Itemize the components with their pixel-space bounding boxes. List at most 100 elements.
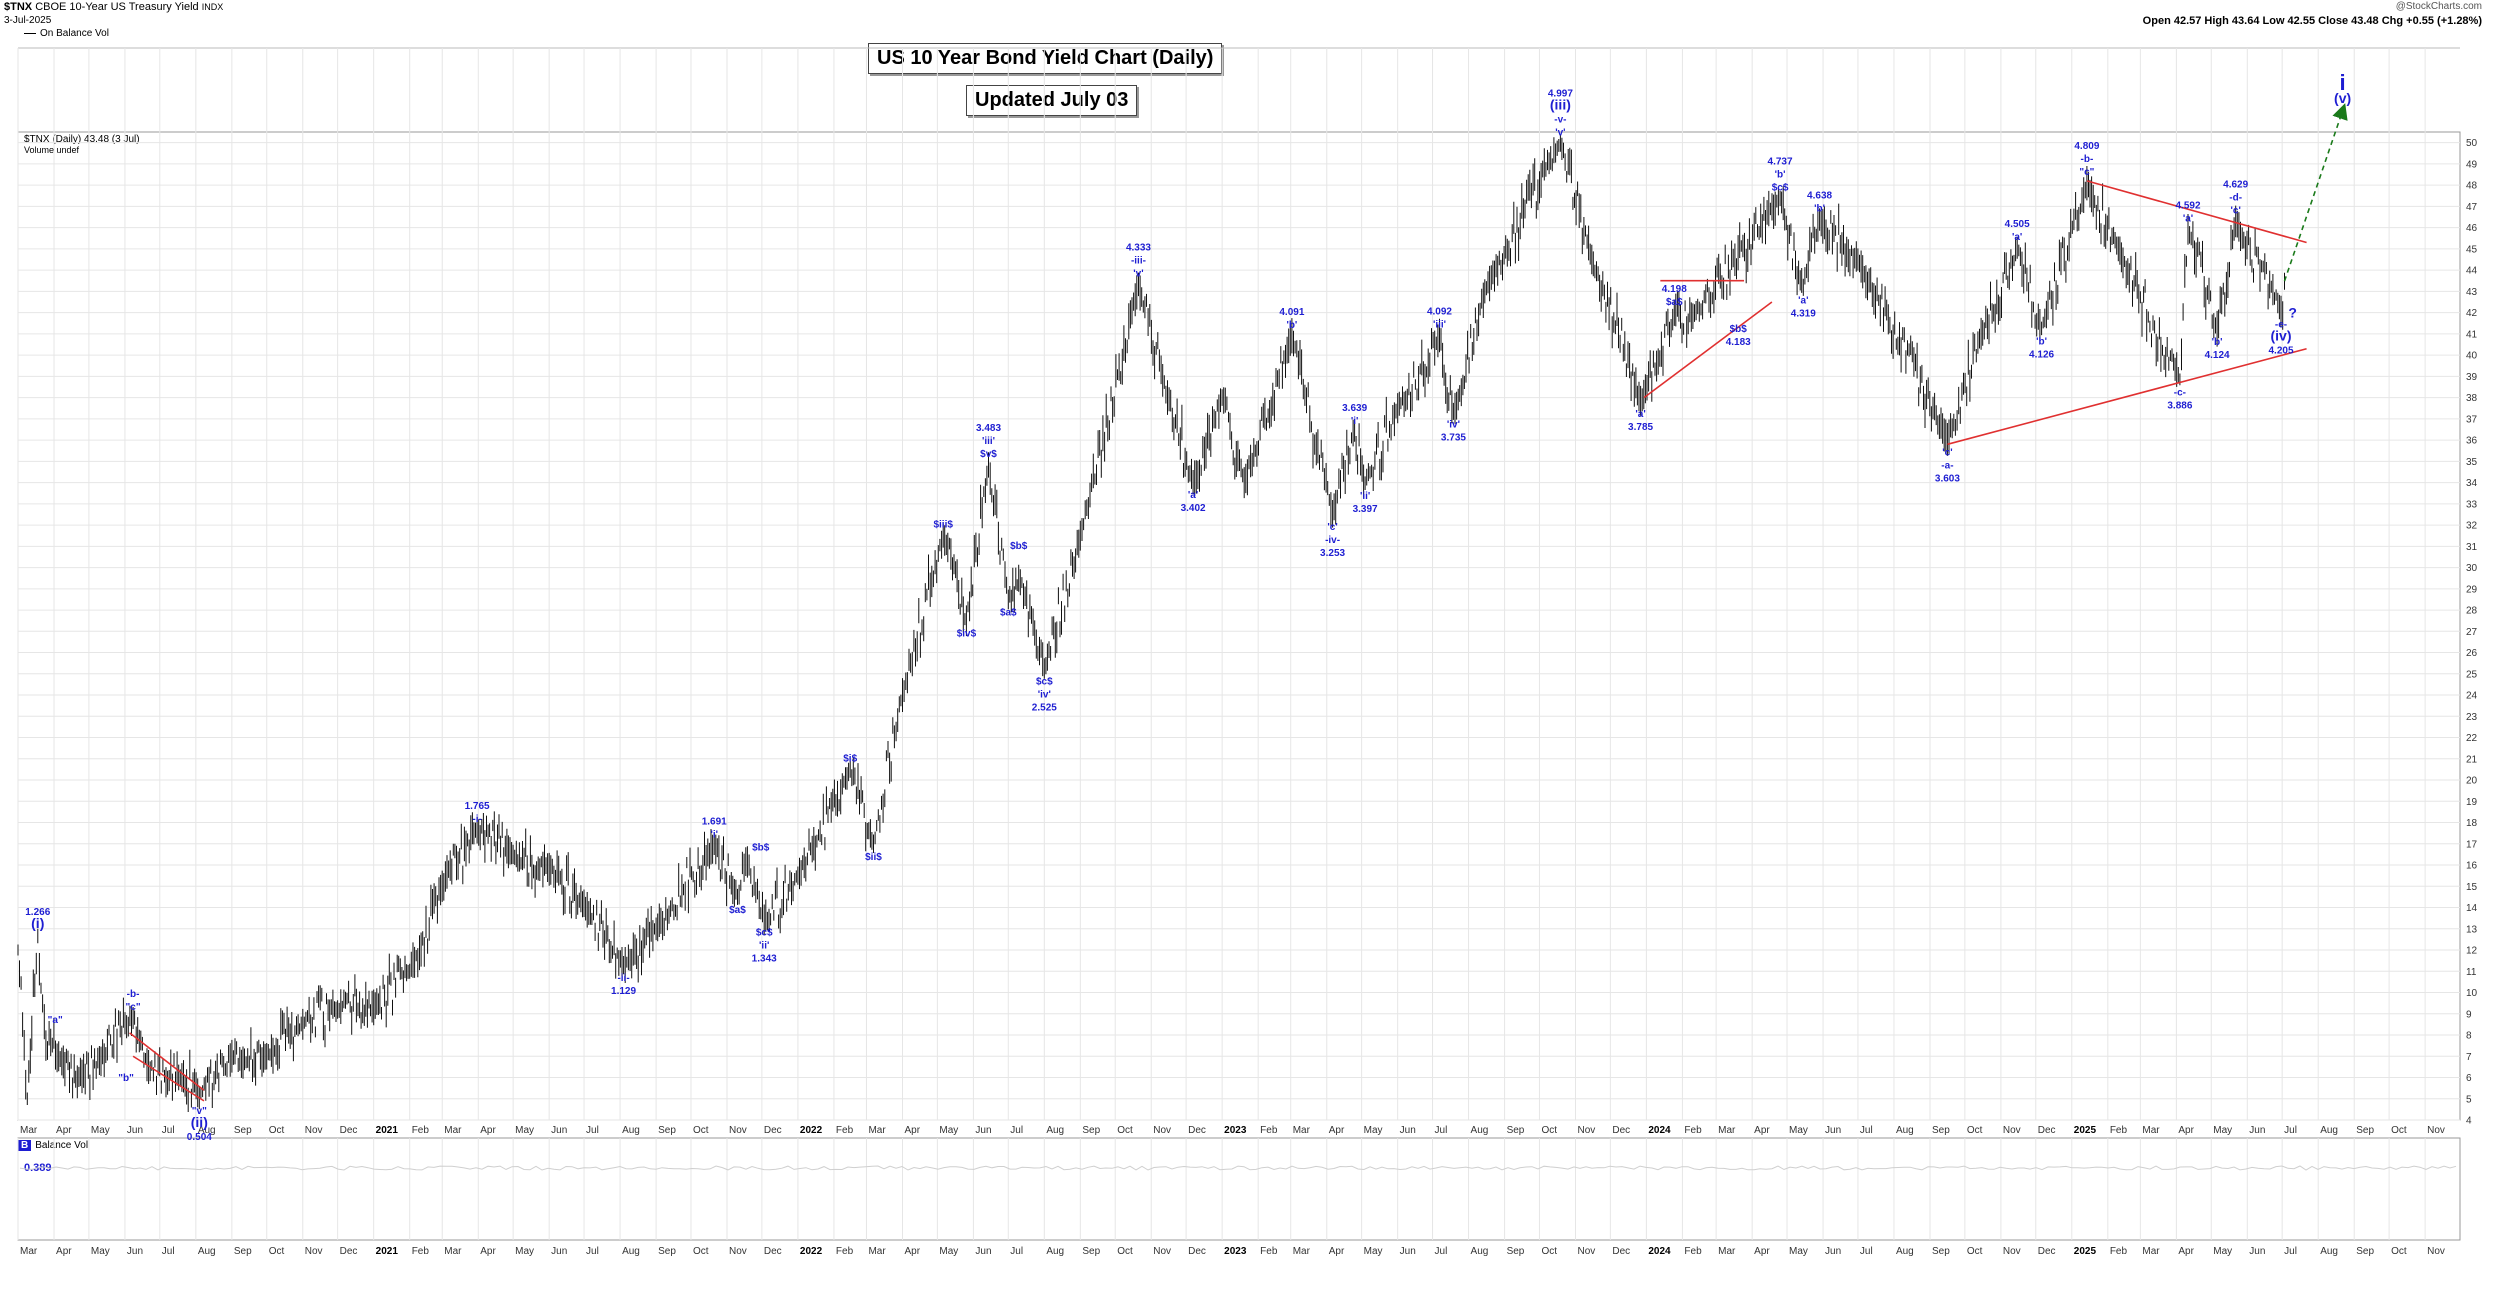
- wave-label: 'b': [2036, 336, 2047, 347]
- y-tick-label: 47: [2466, 202, 2478, 213]
- chart-subtitle: Updated July 03: [966, 85, 1138, 116]
- x-tick-label: Mar: [20, 1125, 38, 1136]
- x-tick-label: 2023: [1224, 1125, 1247, 1136]
- wave-label: 4.333: [1126, 242, 1151, 253]
- x-tick-label-lower: Mar: [1718, 1246, 1736, 1257]
- y-tick-label: 33: [2466, 499, 2478, 510]
- x-tick-label-lower: Dec: [340, 1246, 358, 1257]
- x-tick-label: Nov: [305, 1125, 323, 1136]
- y-tick-label: 18: [2466, 818, 2478, 829]
- x-tick-label-lower: Sep: [1932, 1246, 1950, 1257]
- x-tick-label-lower: Dec: [1612, 1246, 1630, 1257]
- wave-label: -b-: [127, 989, 140, 1000]
- x-tick-label: Dec: [764, 1125, 782, 1136]
- wave-label: "v": [192, 1106, 207, 1117]
- legend-swatch: [24, 32, 36, 34]
- x-tick-label: Oct: [1117, 1125, 1133, 1136]
- x-tick-label-lower: Feb: [836, 1246, 854, 1257]
- y-tick-label: 9: [2466, 1009, 2472, 1020]
- wave-label: 1.691: [702, 817, 727, 828]
- y-tick-label: 22: [2466, 733, 2478, 744]
- wave-label: 4.319: [1791, 308, 1816, 319]
- x-tick-label-lower: Mar: [868, 1246, 886, 1257]
- wave-label: -e-: [2275, 320, 2287, 331]
- wave-label: 'c': [2231, 205, 2241, 216]
- x-tick-label: Mar: [444, 1125, 462, 1136]
- wave-label: 'iii': [1433, 320, 1446, 331]
- wave-label: -iii-: [1131, 255, 1146, 266]
- x-tick-label: Oct: [2391, 1125, 2407, 1136]
- trendline: [132, 1055, 205, 1102]
- wave-label: $iii$: [933, 520, 953, 531]
- wave-label: 'iv': [1038, 689, 1051, 700]
- x-tick-label: May: [2213, 1125, 2232, 1136]
- x-tick-label: Apr: [1329, 1125, 1345, 1136]
- x-tick-label: Nov: [1577, 1125, 1595, 1136]
- lower-panel-frame: [17, 1137, 2461, 1241]
- wave-label: 4.592: [2176, 200, 2201, 211]
- wave-label: 2.525: [1032, 702, 1057, 713]
- wave-label: 4.737: [1768, 157, 1793, 168]
- wave-label: $b$: [1010, 541, 1028, 552]
- x-tick-label: Mar: [1293, 1125, 1311, 1136]
- x-tick-label-lower: Aug: [1046, 1246, 1064, 1257]
- x-tick-label-lower: Feb: [1260, 1246, 1278, 1257]
- wave-label: 'b': [1814, 204, 1825, 215]
- x-tick-label-lower: Sep: [234, 1246, 252, 1257]
- x-tick-label-lower: May: [2213, 1246, 2232, 1257]
- x-tick-label-lower: Sep: [1507, 1246, 1525, 1257]
- x-tick-label: 2021: [376, 1125, 399, 1136]
- y-tick-label: 45: [2466, 244, 2478, 255]
- x-tick-label: Oct: [1541, 1125, 1557, 1136]
- x-tick-label: Jun: [2249, 1125, 2265, 1136]
- x-tick-label: Sep: [658, 1125, 676, 1136]
- x-tick-label-lower: 2024: [1648, 1246, 1671, 1257]
- y-tick-label: 41: [2466, 329, 2478, 340]
- wave-label: 4.091: [1279, 307, 1304, 318]
- volume-legend: Volume undef: [24, 145, 80, 155]
- y-tick-label: 11: [2466, 967, 2477, 978]
- x-tick-label-lower: Oct: [1117, 1246, 1133, 1257]
- wave-label: -a-: [1941, 460, 1953, 471]
- y-tick-label: 40: [2466, 351, 2478, 362]
- symbol-name: CBOE 10-Year US Treasury Yield: [35, 1, 199, 13]
- x-tick-label: Nov: [2003, 1125, 2021, 1136]
- x-tick-label-lower: Aug: [1896, 1246, 1914, 1257]
- x-tick-label-lower: Sep: [658, 1246, 676, 1257]
- wave-label: 1.765: [465, 801, 490, 812]
- x-tick-label: Sep: [1507, 1125, 1525, 1136]
- x-tick-label: May: [939, 1125, 958, 1136]
- x-tick-label-lower: Jun: [127, 1246, 143, 1257]
- x-tick-label-lower: Jul: [1860, 1246, 1873, 1257]
- wave-label: (v): [2334, 90, 2351, 106]
- wave-label: 'b': [1775, 170, 1786, 181]
- wave-label: 'v': [1133, 268, 1143, 279]
- wave-label: 'i': [710, 830, 718, 841]
- x-tick-label: Aug: [198, 1125, 216, 1136]
- x-tick-label-lower: May: [939, 1246, 958, 1257]
- y-tick-label: 5: [2466, 1094, 2472, 1105]
- y-tick-label: 23: [2466, 712, 2478, 723]
- x-tick-label-lower: Feb: [2110, 1246, 2128, 1257]
- x-tick-label-lower: Nov: [729, 1246, 747, 1257]
- wave-label: (i): [31, 915, 44, 931]
- wave-label: -d-: [2229, 192, 2242, 203]
- quote-line: Open 42.57 High 43.64 Low 42.55 Close 43…: [2142, 15, 2482, 27]
- x-tick-label-lower: Jun: [1400, 1246, 1416, 1257]
- x-tick-label-lower: 2023: [1224, 1246, 1247, 1257]
- price-panel-frame: [17, 131, 2461, 1121]
- wave-label: 'iii': [982, 436, 995, 447]
- y-tick-label: 15: [2466, 882, 2478, 893]
- wave-label: $a$: [729, 905, 746, 916]
- wave-label: 4.124: [2205, 350, 2230, 361]
- x-tick-label: Apr: [1754, 1125, 1770, 1136]
- x-tick-label: May: [515, 1125, 534, 1136]
- wave-label: 3.603: [1935, 473, 1960, 484]
- y-tick-label: 25: [2466, 669, 2478, 680]
- x-tick-label: Feb: [2110, 1125, 2128, 1136]
- y-tick-label: 43: [2466, 287, 2478, 298]
- x-tick-label: Mar: [868, 1125, 886, 1136]
- x-tick-label: Feb: [1684, 1125, 1702, 1136]
- wave-label: 'a': [1188, 490, 1198, 501]
- lower-panel-label: Balance Vol: [35, 1140, 89, 1151]
